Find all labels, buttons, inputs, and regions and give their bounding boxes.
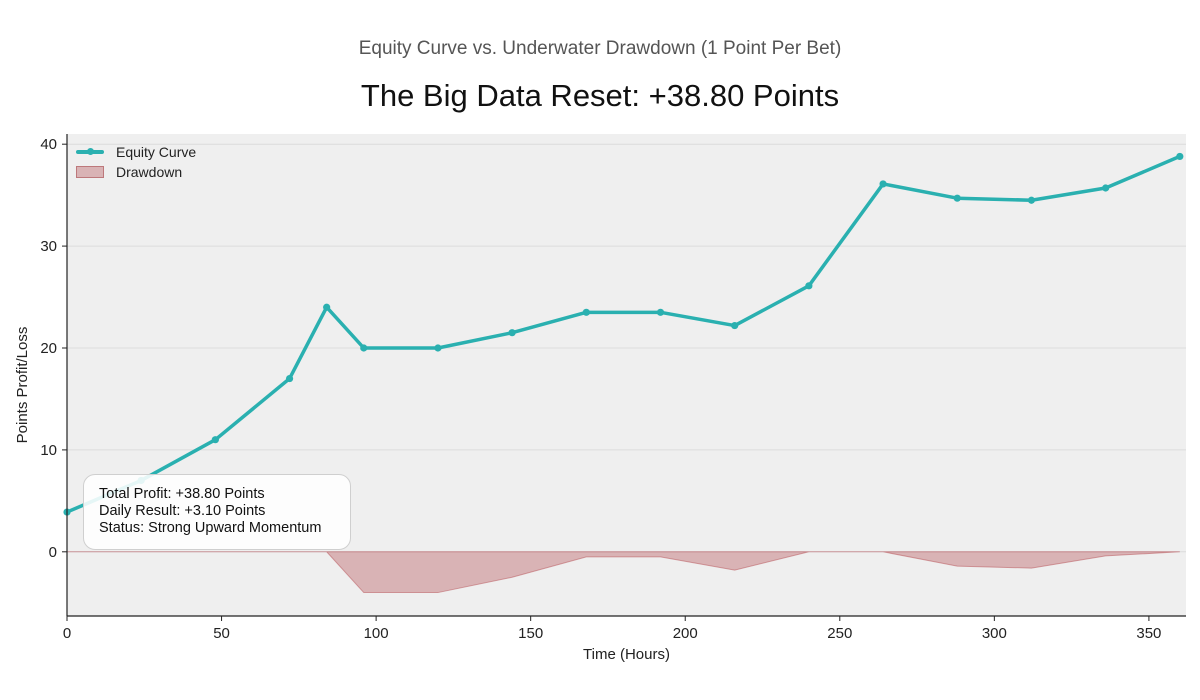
equity-point — [285, 374, 294, 383]
x-tick-label: 100 — [364, 625, 389, 642]
equity-point — [211, 436, 219, 444]
y-axis-label: Points Profit/Loss — [14, 327, 31, 444]
x-tick-label: 350 — [1136, 625, 1161, 642]
x-tick-label: 0 — [63, 625, 71, 642]
equity-point — [508, 329, 516, 337]
equity-point — [1102, 184, 1110, 192]
daily-result-text: Daily Result: +3.10 Points — [99, 503, 266, 519]
equity-point — [360, 344, 368, 352]
y-tick-label: 0 — [49, 544, 57, 561]
legend-equity-swatch — [76, 148, 104, 155]
x-tick-label: 200 — [673, 625, 698, 642]
legend-item-equity: Equity Curve — [76, 142, 196, 162]
y-tick-label: 40 — [40, 136, 57, 153]
y-tick-label: 30 — [40, 238, 57, 255]
equity-point — [323, 303, 331, 311]
chart-legend: Equity Curve Drawdown — [76, 142, 196, 182]
x-tick-label: 150 — [518, 625, 543, 642]
equity-point — [1176, 152, 1184, 161]
equity-point — [879, 180, 887, 188]
status-text: Status: Strong Upward Momentum — [99, 520, 322, 536]
equity-point — [731, 321, 739, 330]
chart-title: The Big Data Reset: +38.80 Points — [360, 78, 840, 113]
equity-point — [434, 344, 442, 352]
y-tick-label: 20 — [40, 340, 57, 357]
x-tick-label: 250 — [827, 625, 852, 642]
chart-subtitle: Equity Curve vs. Underwater Drawdown (1 … — [358, 38, 842, 59]
y-tick-label: 10 — [40, 442, 57, 459]
x-axis-label: Time (Hours) — [583, 646, 670, 663]
equity-point — [1027, 196, 1036, 204]
legend-drawdown-swatch — [76, 166, 104, 178]
equity-point — [582, 308, 590, 316]
legend-equity-label: Equity Curve — [116, 144, 197, 160]
drawdown-area — [67, 551, 1180, 594]
equity-point — [805, 282, 813, 290]
total-profit-text: Total Profit: +38.80 Points — [99, 486, 265, 502]
equity-point — [656, 308, 665, 316]
legend-drawdown-label: Drawdown — [116, 164, 183, 180]
legend-item-drawdown: Drawdown — [76, 162, 196, 182]
x-tick-label: 50 — [213, 625, 230, 642]
equity-point — [953, 194, 961, 202]
x-tick-label: 300 — [982, 625, 1007, 642]
stats-info-box: Total Profit: +38.80 Points Daily Result… — [83, 474, 351, 550]
